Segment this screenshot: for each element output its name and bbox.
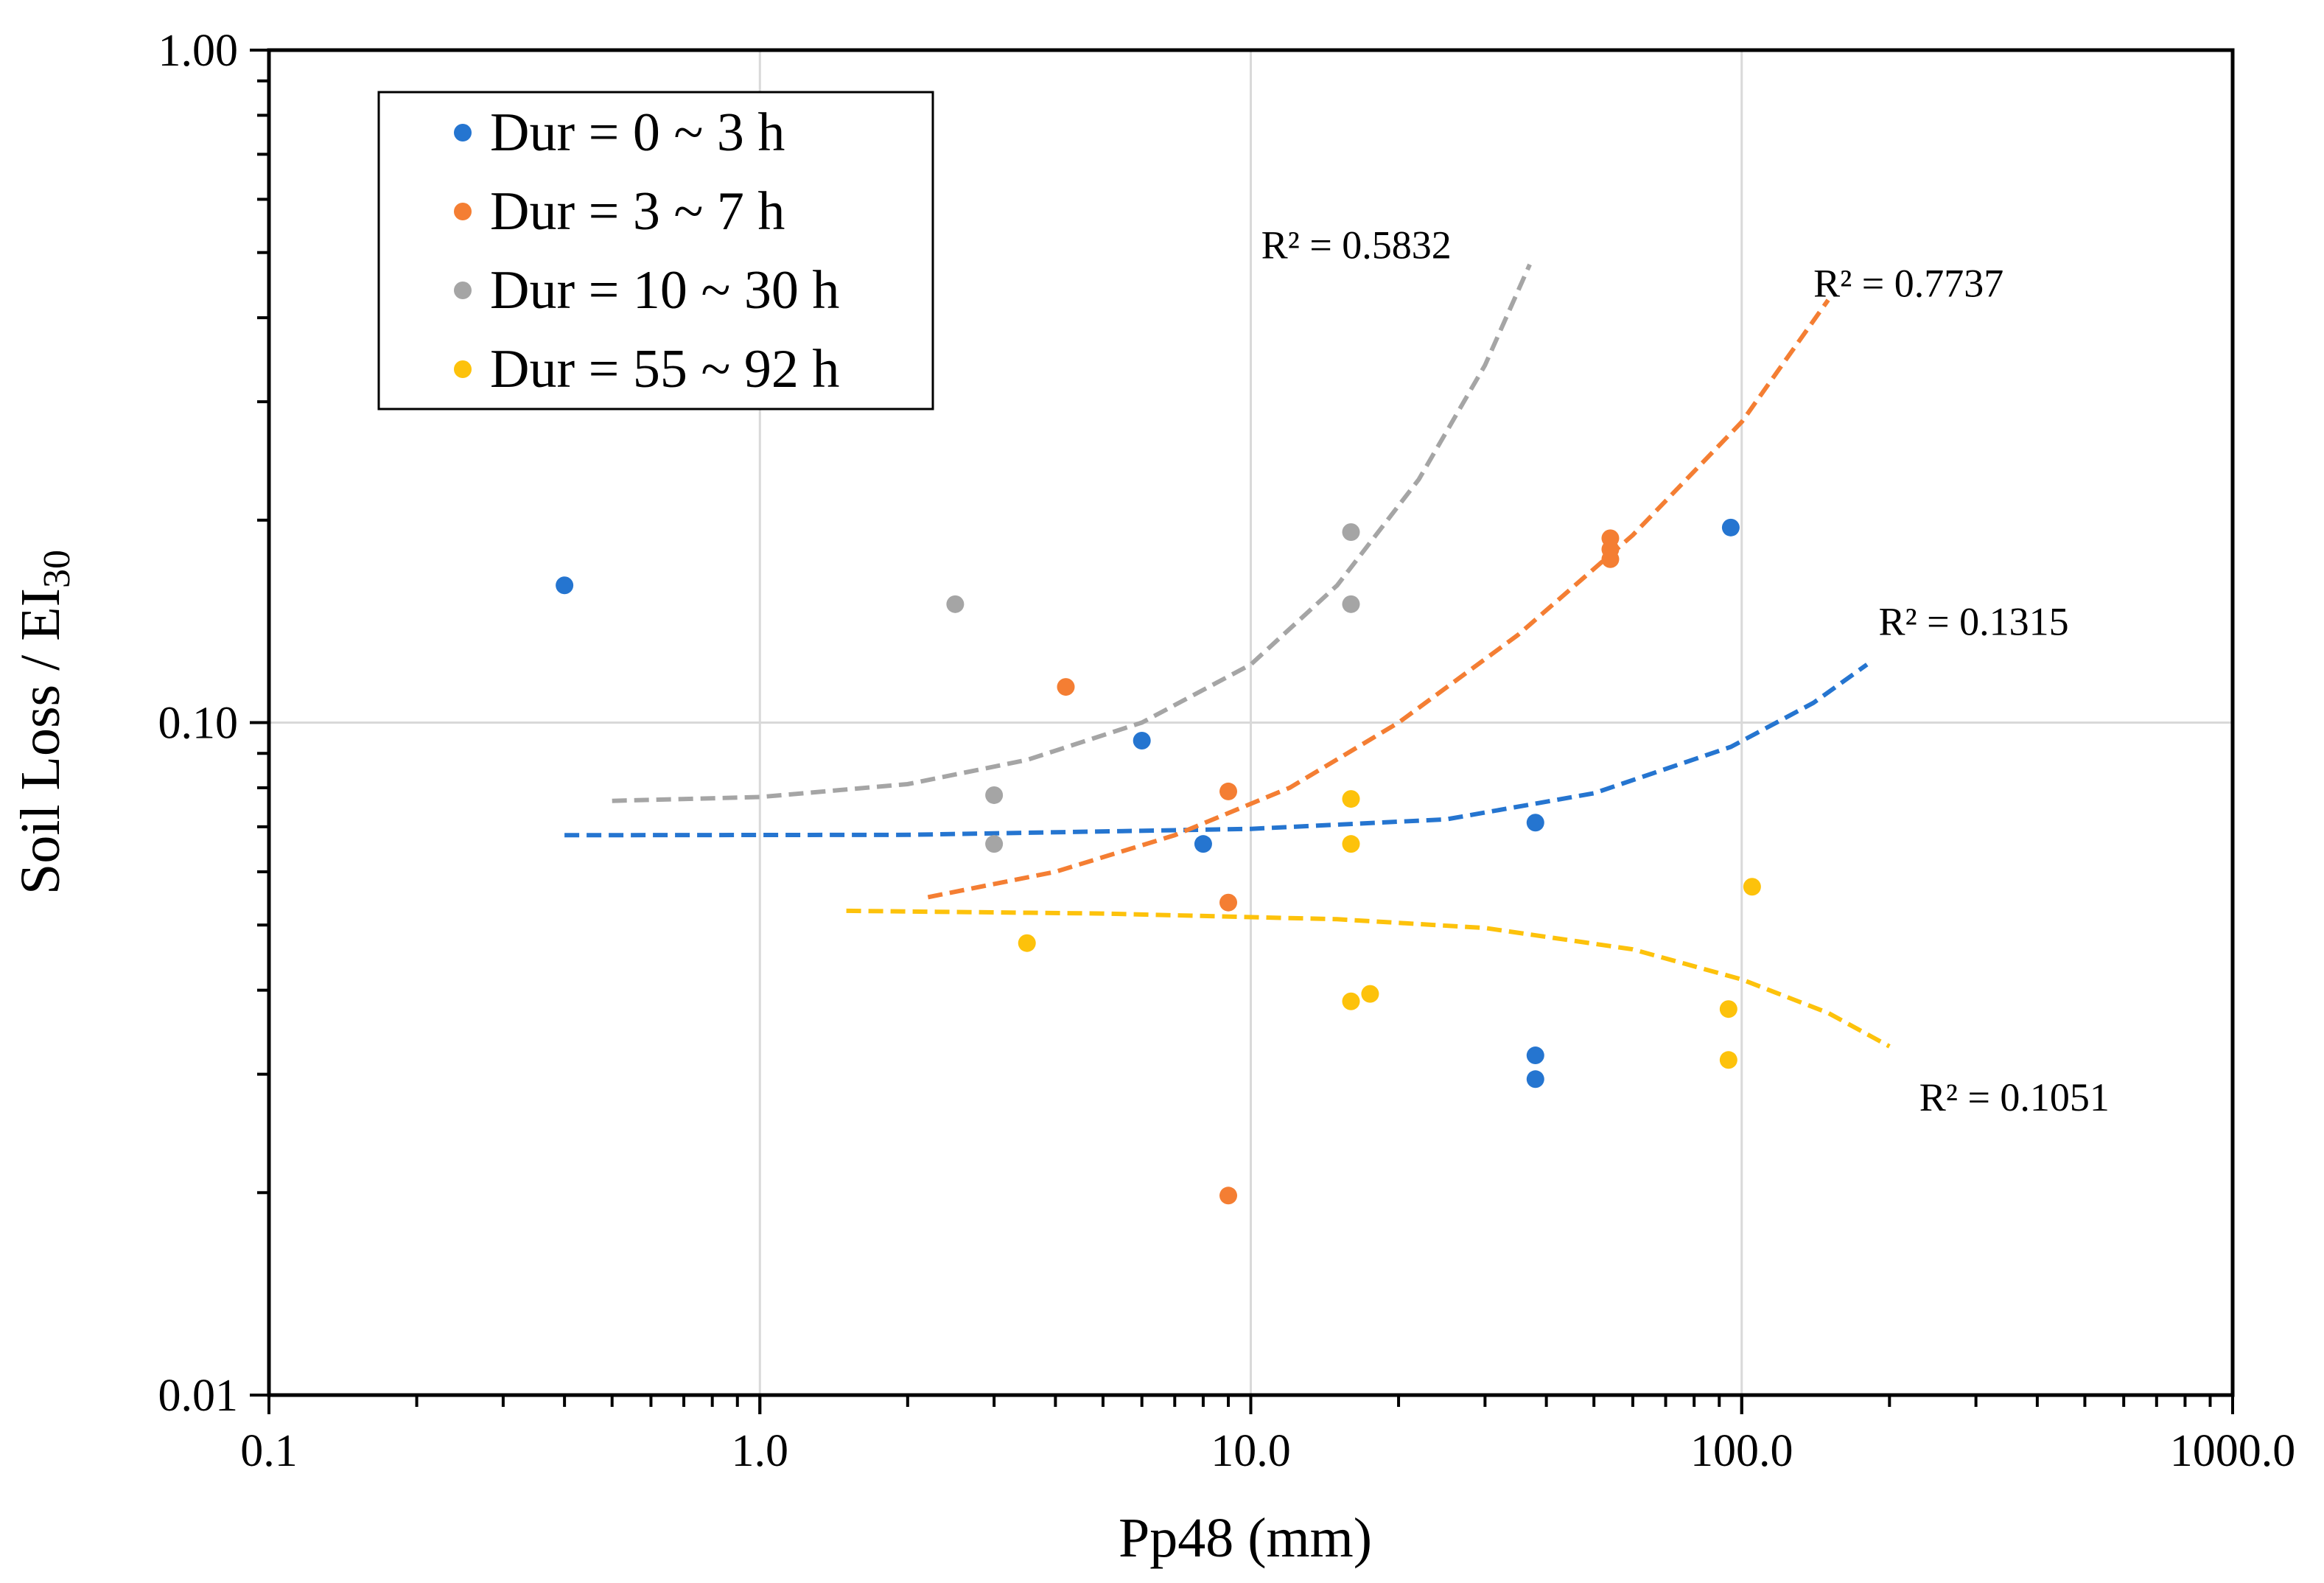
data-point-series-3 xyxy=(1342,523,1360,541)
data-point-series-2 xyxy=(1219,1187,1238,1205)
data-point-series-4 xyxy=(1342,790,1360,808)
x-tick-label: 1000.0 xyxy=(2170,1426,2296,1476)
legend-marker-series-2 xyxy=(454,203,472,220)
x-tick-labels: 0.1 1.0 10.0 100.0 1000.0 xyxy=(240,1426,2295,1476)
plot-frame xyxy=(267,48,2235,1397)
data-point-series-1 xyxy=(1526,1070,1544,1088)
data-point-series-4 xyxy=(1342,835,1360,853)
data-point-series-2 xyxy=(1219,782,1238,800)
data-point-series-4 xyxy=(1719,1000,1737,1018)
y-tick-labels: 0.01 0.10 1.00 xyxy=(158,26,239,1421)
r2-labels: R² = 0.1315 R² = 0.7737 R² = 0.5832 R² = 0.… xyxy=(1261,223,2110,1119)
data-points xyxy=(556,518,1761,1205)
trendline-series-2 xyxy=(927,298,1830,900)
x-tick-label: 10.0 xyxy=(1211,1426,1291,1476)
data-point-series-4 xyxy=(1018,934,1036,952)
x-tick-label: 1.0 xyxy=(732,1426,789,1476)
data-point-series-4 xyxy=(1719,1051,1737,1069)
trendlines xyxy=(564,263,1891,1049)
legend-label-series-3: Dur = 10 ~ 30 h xyxy=(490,260,839,321)
y-tick-label: 1.00 xyxy=(158,26,239,76)
y-tick-label: 0.01 xyxy=(158,1371,239,1421)
data-point-series-4 xyxy=(1743,878,1761,896)
r2-label-series-3: R² = 0.5832 xyxy=(1261,223,1452,268)
legend-box xyxy=(377,91,934,410)
legend-label-series-4: Dur = 55 ~ 92 h xyxy=(490,339,839,399)
gridlines xyxy=(269,50,2233,1395)
data-point-series-2 xyxy=(1219,893,1238,912)
x-axis-title: Pp48 (mm) xyxy=(1119,1507,1372,1569)
data-point-series-1 xyxy=(1526,1046,1544,1065)
data-point-series-1 xyxy=(1194,835,1212,853)
x-tick-label: 0.1 xyxy=(240,1426,298,1476)
legend-marker-series-3 xyxy=(454,282,472,299)
y-axis-title-main: Soil Loss / EI xyxy=(10,588,71,895)
trendline-series-1 xyxy=(564,663,1869,838)
data-point-series-4 xyxy=(1361,985,1379,1003)
data-point-series-3 xyxy=(985,786,1004,804)
data-point-series-4 xyxy=(1342,992,1360,1010)
legend-marker-series-4 xyxy=(454,360,472,378)
r2-label-series-1: R² = 0.1315 xyxy=(1878,600,2068,644)
trendline-series-4 xyxy=(846,908,1891,1049)
data-point-series-2 xyxy=(1601,550,1620,568)
data-point-series-1 xyxy=(1526,814,1544,832)
data-point-series-1 xyxy=(1133,732,1151,750)
x-tick-label: 100.0 xyxy=(1690,1426,1793,1476)
legend: Dur = 0 ~ 3 h Dur = 3 ~ 7 h Dur = 10 ~ 30 … xyxy=(377,91,934,410)
legend-label-series-2: Dur = 3 ~ 7 h xyxy=(490,181,785,242)
trendline-series-3 xyxy=(612,263,1532,803)
y-axis-title: Soil Loss / EI30 xyxy=(10,550,78,895)
y-axis-title-subscript: 30 xyxy=(36,550,78,588)
data-point-series-1 xyxy=(556,576,574,595)
data-point-series-3 xyxy=(946,595,965,613)
minor-ticks xyxy=(250,49,2234,1414)
legend-marker-series-1 xyxy=(454,124,472,141)
y-tick-label: 0.10 xyxy=(158,699,239,749)
data-point-series-3 xyxy=(1342,595,1360,613)
data-point-series-3 xyxy=(985,835,1004,853)
r2-label-series-2: R² = 0.7737 xyxy=(1813,261,2003,305)
data-point-series-1 xyxy=(1721,518,1740,537)
legend-label-series-1: Dur = 0 ~ 3 h xyxy=(490,102,785,163)
data-point-series-2 xyxy=(1057,678,1075,696)
r2-label-series-4: R² = 0.1051 xyxy=(1919,1075,2110,1119)
